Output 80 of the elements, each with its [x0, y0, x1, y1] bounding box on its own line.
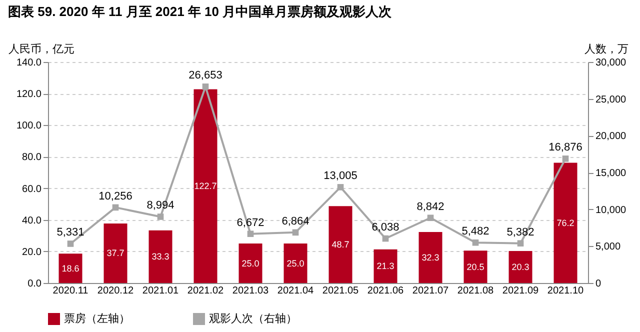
bar [148, 230, 172, 283]
x-tick-label: 2021.03 [232, 286, 270, 296]
data-label: 25.0 [242, 258, 260, 268]
bar [104, 223, 128, 283]
y2-tick-label: 5,000 [596, 242, 621, 253]
x-tick-label: 2021.05 [322, 286, 360, 296]
y2-tick-label: 30,000 [596, 58, 627, 68]
point [67, 240, 74, 247]
legend-label: 票房（左轴） [64, 312, 130, 325]
x-tick-label: 2021.07 [412, 286, 450, 296]
point [517, 240, 524, 247]
point [247, 230, 254, 238]
data-label: 20.5 [466, 262, 484, 272]
y2-tick-label: 25,000 [596, 94, 627, 106]
x-tick-label: 2021.02 [187, 286, 224, 296]
point [112, 204, 119, 211]
chart-title: 图表 59. 2020 年 11 月至 2021 年 10 月中国单月票房额及观影人次 [8, 4, 393, 19]
y2-tick-label: 20,000 [596, 131, 627, 142]
data-label: 16,876 [548, 142, 582, 154]
y-tick-label: 80.0 [22, 152, 42, 164]
bar [418, 232, 442, 283]
data-label: 26,653 [188, 70, 222, 82]
bar [554, 162, 578, 283]
data-label: 6,864 [282, 215, 310, 228]
x-tick-label: 2020.12 [97, 286, 134, 296]
x-tick-label: 2021.04 [277, 286, 314, 296]
point [292, 229, 299, 236]
bar [238, 244, 262, 283]
data-label: 5,331 [56, 226, 84, 239]
y-axis-title: 人民币，亿元 [8, 42, 74, 56]
data-label: 122.7 [194, 181, 217, 192]
data-label: 5,382 [506, 226, 534, 238]
y-tick-label: 100.0 [16, 120, 42, 132]
data-label: 20.3 [512, 262, 530, 272]
data-label: 25.0 [286, 258, 304, 268]
y2-tick-label: 15,000 [596, 168, 627, 179]
x-tick-label: 2021.08 [457, 286, 494, 296]
data-label: 6,038 [372, 222, 400, 234]
bar [58, 254, 82, 283]
x-tick-label: 2021.09 [502, 286, 540, 296]
point [562, 156, 569, 162]
bar [284, 244, 308, 283]
x-tick-label: 2021.10 [547, 286, 584, 296]
data-label: 32.3 [422, 252, 440, 263]
legend-label: 观影人次（右轴） [209, 312, 297, 325]
data-label: 37.7 [106, 248, 124, 258]
point [472, 239, 479, 246]
point [157, 214, 164, 220]
point [202, 83, 209, 90]
data-label: 8,842 [416, 200, 444, 213]
data-label: 8,994 [146, 200, 174, 212]
y-tick-label: 60.0 [22, 184, 42, 195]
bar [508, 250, 532, 283]
data-label: 33.3 [152, 252, 170, 262]
data-label: 48.7 [332, 240, 350, 250]
data-label: 10,256 [98, 190, 132, 202]
data-label: 21.3 [376, 261, 394, 272]
y-tick-label: 0.0 [28, 278, 42, 290]
point [427, 214, 434, 222]
y-tick-label: 40.0 [22, 215, 42, 226]
y2-axis-title: 人数，万 [584, 44, 628, 56]
data-label: 76.2 [556, 218, 574, 228]
x-tick-label: 2021.01 [142, 286, 180, 296]
y2-tick-label: 10,000 [596, 204, 627, 216]
data-label: 5,482 [462, 226, 490, 238]
point [337, 184, 344, 190]
y-tick-label: 120.0 [16, 89, 42, 100]
x-tick-label: 2021.06 [367, 286, 404, 296]
bar [464, 250, 488, 283]
y-tick-label: 140.0 [16, 58, 42, 68]
data-label: 18.6 [62, 263, 80, 274]
y2-tick-label: 0 [596, 278, 602, 290]
bar [194, 89, 218, 283]
bar [374, 249, 398, 283]
data-label: 13,005 [324, 170, 358, 182]
x-tick-label: 2020.11 [52, 286, 89, 296]
point [382, 235, 389, 242]
y-tick-label: 20.0 [22, 246, 42, 258]
data-label: 6,672 [236, 216, 264, 229]
bar [328, 206, 352, 283]
